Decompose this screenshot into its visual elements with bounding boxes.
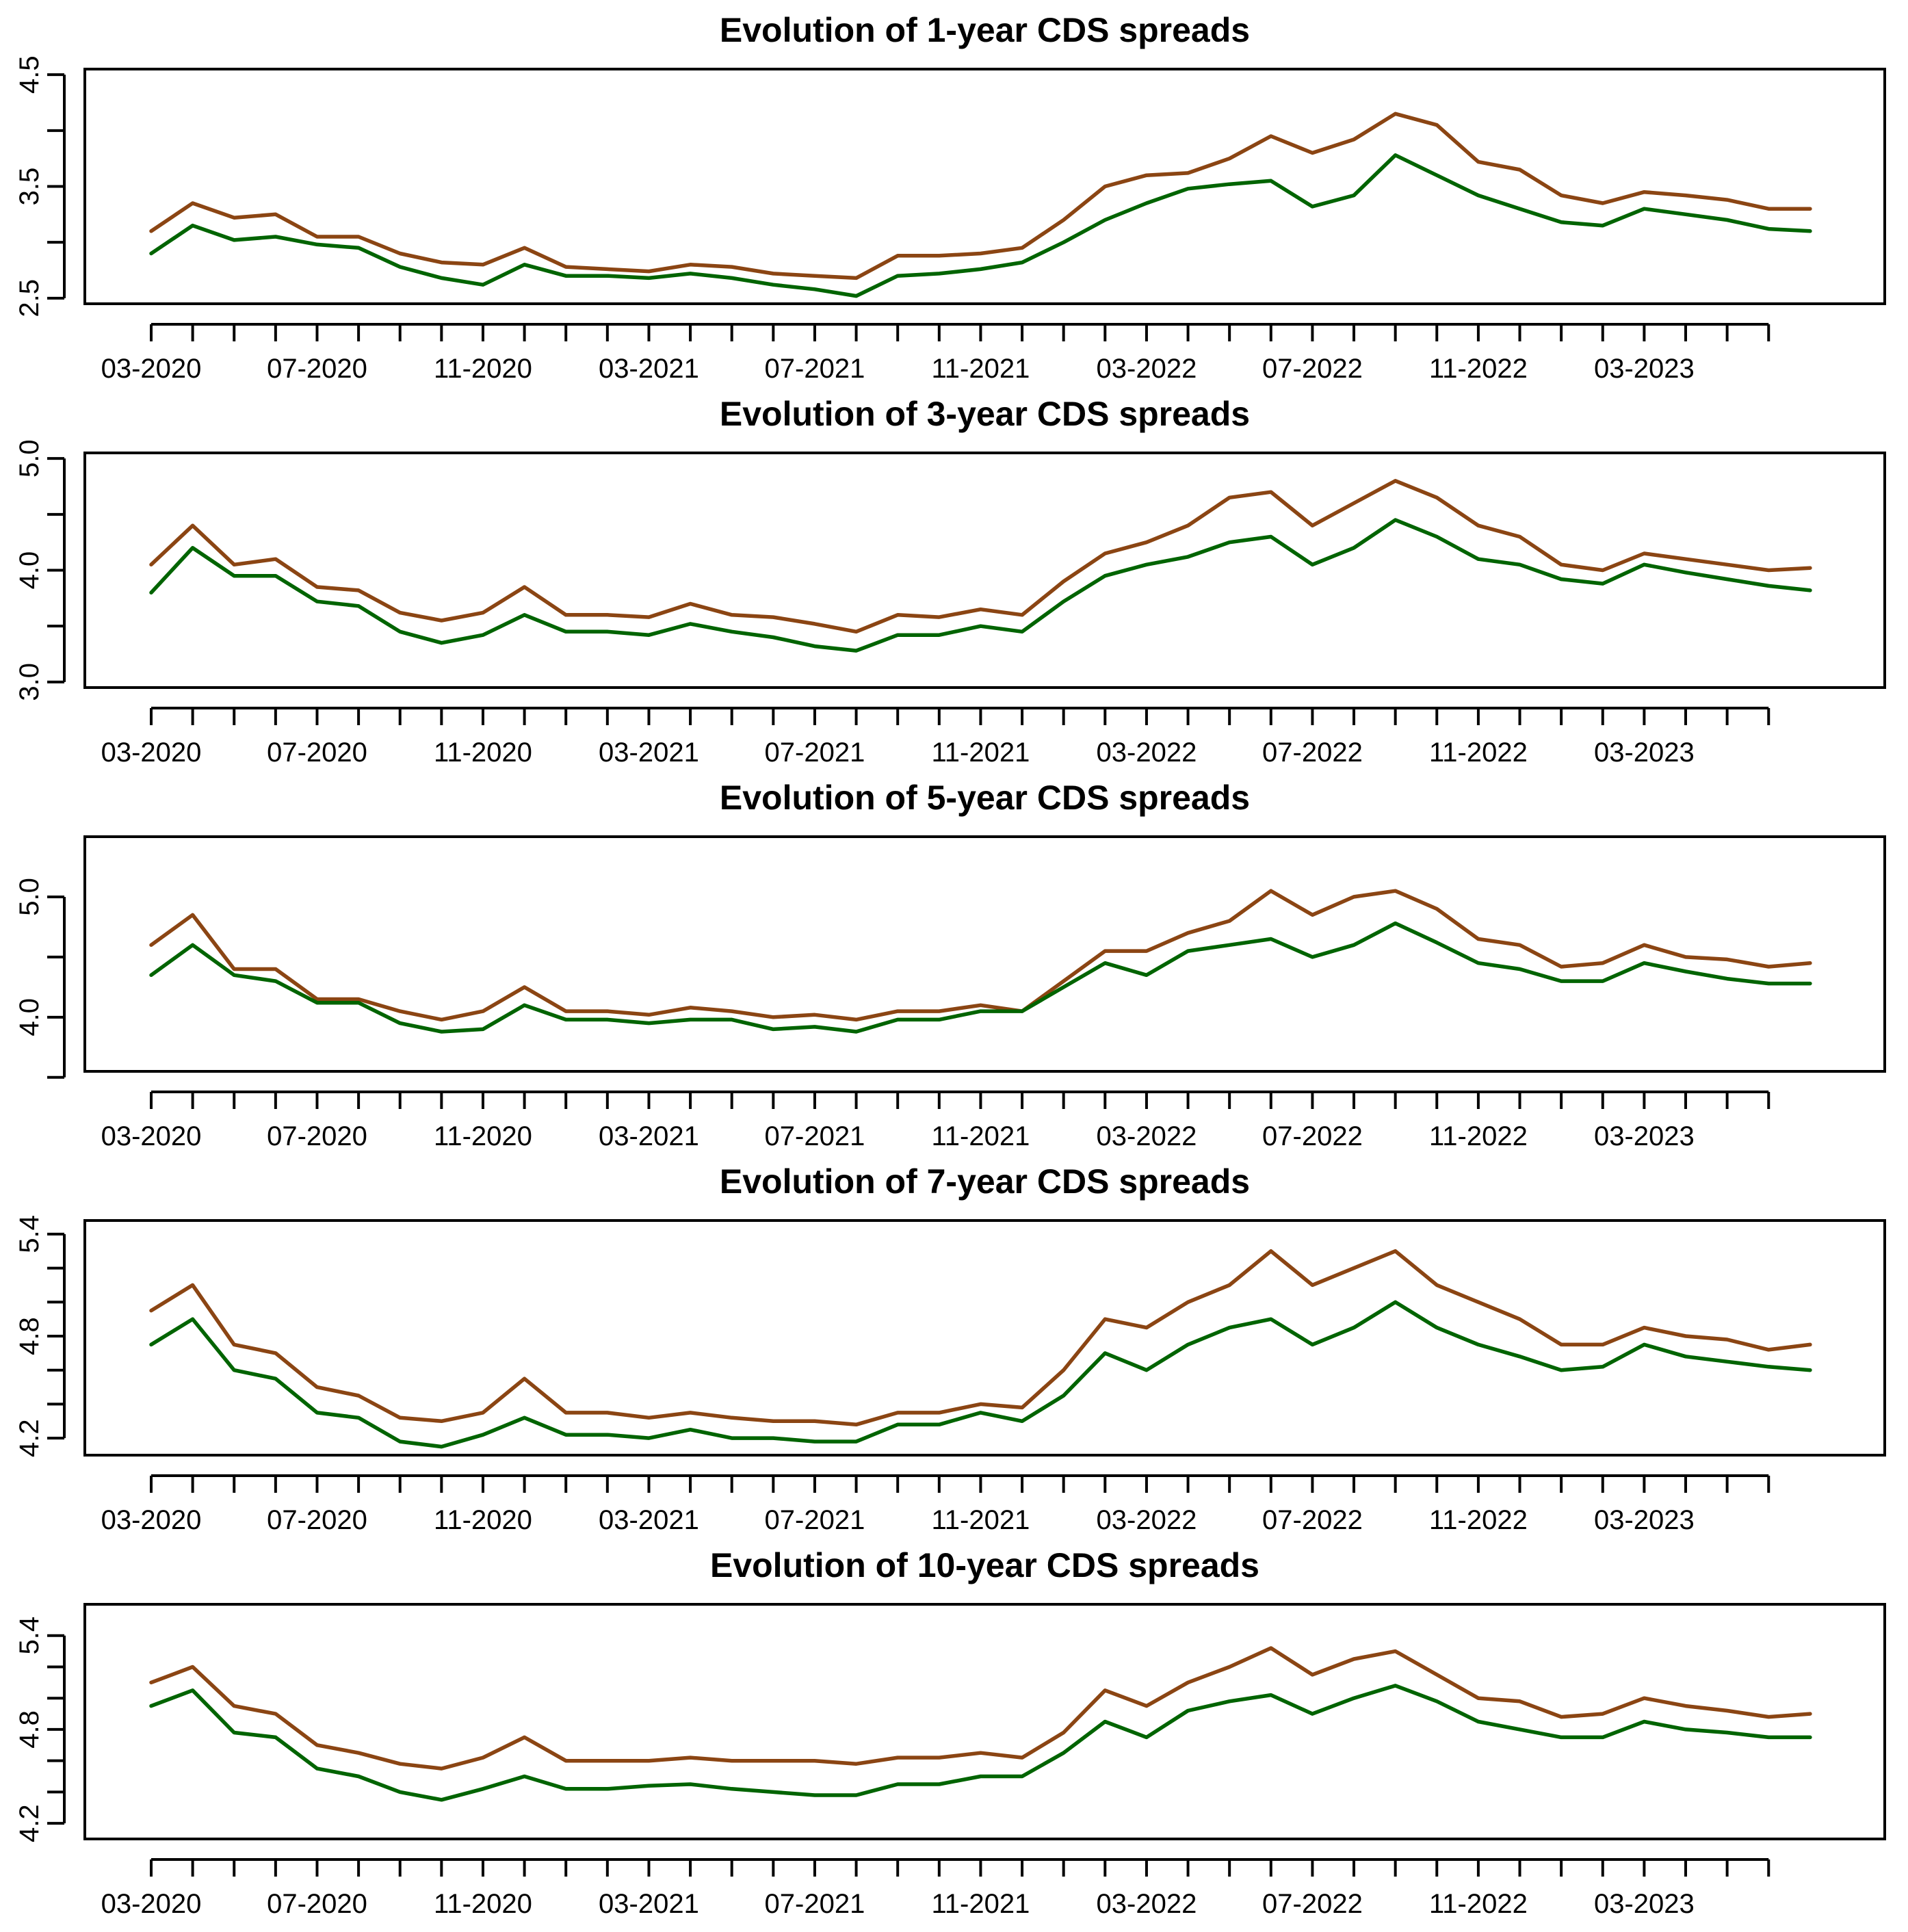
x-tick-label: 03-2020 <box>101 354 202 384</box>
plot-frame <box>83 452 1886 689</box>
x-tick-label: 11-2021 <box>932 737 1030 768</box>
chart-title: Evolution of 3-year CDS spreads <box>720 395 1250 433</box>
x-tick-label: 03-2020 <box>101 1121 202 1151</box>
x-tick-label: 11-2022 <box>1429 1889 1528 1919</box>
x-tick-label: 03-2022 <box>1097 1889 1197 1919</box>
series-line-lower <box>149 518 1812 653</box>
chart-title: Evolution of 5-year CDS spreads <box>720 779 1250 817</box>
y-tick-label: 3.5 <box>14 168 44 206</box>
x-tick-label: 03-2022 <box>1097 737 1197 768</box>
x-tick-label: 07-2022 <box>1262 354 1363 384</box>
x-tick-label: 03-2022 <box>1097 1121 1197 1151</box>
x-tick-label: 11-2021 <box>932 354 1030 384</box>
x-tick-label: 03-2021 <box>599 737 699 768</box>
y-tick-label: 4.2 <box>14 1804 44 1842</box>
x-tick-label: 03-2020 <box>101 1505 202 1535</box>
x-tick-label: 03-2021 <box>599 1889 699 1919</box>
x-tick-label: 03-2023 <box>1594 1121 1695 1151</box>
x-tick-label: 11-2022 <box>1429 1505 1528 1535</box>
x-tick-label: 03-2020 <box>101 737 202 768</box>
x-tick-label: 11-2021 <box>932 1505 1030 1535</box>
x-tick-label: 07-2021 <box>765 1505 865 1535</box>
plot-frame <box>83 1219 1886 1457</box>
y-tick-label: 5.0 <box>14 878 44 916</box>
x-tick-label: 07-2020 <box>267 1121 367 1151</box>
y-tick-label: 3.0 <box>14 663 44 701</box>
y-tick-label: 5.4 <box>14 1617 44 1655</box>
chart-panel-1: Evolution of 1-year CDS spreads 2.5 3.5 4.5… <box>14 11 1886 384</box>
x-tick-label: 03-2021 <box>599 1505 699 1535</box>
x-tick-label: 07-2020 <box>267 1889 367 1919</box>
x-tick-label: 11-2020 <box>434 737 532 768</box>
series-line-upper <box>149 1249 1812 1427</box>
chart-title: Evolution of 10-year CDS spreads <box>710 1546 1259 1584</box>
chart-panel-4: Evolution of 7-year CDS spreads 4.2 4.8 5.4… <box>14 1162 1886 1535</box>
plot-frame <box>83 68 1886 305</box>
y-tick-label: 5.4 <box>14 1215 44 1253</box>
x-tick-label: 11-2020 <box>434 1121 532 1151</box>
x-tick-label: 07-2020 <box>267 737 367 768</box>
series-line-upper <box>149 889 1812 1022</box>
x-tick-label: 07-2022 <box>1262 1505 1363 1535</box>
chart-panel-2: Evolution of 3-year CDS spreads 3.0 4.0 5.0… <box>14 395 1886 768</box>
x-tick-label: 07-2021 <box>765 1889 865 1919</box>
x-tick-label: 07-2022 <box>1262 737 1363 768</box>
x-tick-label: 03-2023 <box>1594 354 1695 384</box>
chart-title: Evolution of 7-year CDS spreads <box>720 1162 1250 1201</box>
x-tick-label: 11-2020 <box>434 1889 532 1919</box>
y-tick-label: 4.0 <box>14 998 44 1036</box>
x-tick-label: 03-2023 <box>1594 1505 1695 1535</box>
series-line-lower <box>149 921 1812 1034</box>
y-tick-label: 2.5 <box>14 279 44 317</box>
plot-frame <box>83 835 1886 1073</box>
x-tick-label: 11-2020 <box>434 1505 532 1535</box>
plot-frame <box>83 1603 1886 1840</box>
x-tick-label: 07-2020 <box>267 354 367 384</box>
y-tick-label: 4.8 <box>14 1710 44 1749</box>
x-tick-label: 03-2023 <box>1594 1889 1695 1919</box>
x-tick-label: 03-2022 <box>1097 354 1197 384</box>
y-tick-label: 4.5 <box>14 55 44 94</box>
y-tick-label: 4.8 <box>14 1317 44 1355</box>
x-tick-label: 07-2022 <box>1262 1889 1363 1919</box>
x-tick-label: 11-2020 <box>434 354 532 384</box>
chart-title: Evolution of 1-year CDS spreads <box>720 11 1250 49</box>
x-tick-label: 03-2020 <box>101 1889 202 1919</box>
x-tick-label: 07-2021 <box>765 354 865 384</box>
series-line-upper <box>149 112 1812 280</box>
x-tick-label: 03-2021 <box>599 354 699 384</box>
x-tick-label: 11-2022 <box>1429 1121 1528 1151</box>
series-line-lower <box>149 153 1812 298</box>
series-line-upper <box>149 1646 1812 1771</box>
x-tick-label: 07-2020 <box>267 1505 367 1535</box>
x-tick-label: 11-2022 <box>1429 737 1528 768</box>
series-line-lower <box>149 1300 1812 1449</box>
y-tick-label: 4.0 <box>14 551 44 590</box>
x-tick-label: 07-2021 <box>765 737 865 768</box>
x-tick-label: 03-2023 <box>1594 737 1695 768</box>
series-line-upper <box>149 479 1812 634</box>
y-tick-label: 4.2 <box>14 1419 44 1457</box>
chart-panel-5: Evolution of 10-year CDS spreads 4.2 4.8 5.… <box>14 1546 1886 1919</box>
x-tick-label: 03-2021 <box>599 1121 699 1151</box>
x-tick-label: 03-2022 <box>1097 1505 1197 1535</box>
x-tick-label: 07-2021 <box>765 1121 865 1151</box>
y-tick-label: 5.0 <box>14 439 44 478</box>
x-tick-label: 11-2021 <box>932 1121 1030 1151</box>
chart-panel-3: Evolution of 5-year CDS spreads 4.0 5.0 03-… <box>14 779 1886 1151</box>
chart-panels: Evolution of 1-year CDS spreads 2.5 3.5 4.5… <box>14 11 1886 1919</box>
x-tick-label: 07-2022 <box>1262 1121 1363 1151</box>
x-tick-label: 11-2021 <box>932 1889 1030 1919</box>
series-line-lower <box>149 1684 1812 1802</box>
x-tick-label: 11-2022 <box>1429 354 1528 384</box>
